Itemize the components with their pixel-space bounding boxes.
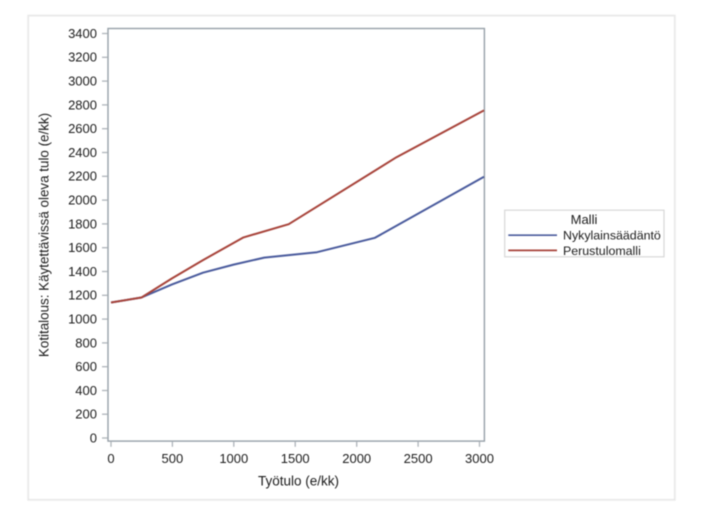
svg-text:500: 500 [162,451,184,466]
svg-text:Malli: Malli [571,212,598,227]
svg-text:1000: 1000 [68,312,97,327]
svg-text:0: 0 [107,451,114,466]
svg-text:2000: 2000 [68,193,97,208]
svg-text:Perustulomalli: Perustulomalli [563,244,641,258]
svg-text:800: 800 [75,335,97,350]
svg-text:2600: 2600 [68,121,97,136]
svg-text:Työtulo (e/kk): Työtulo (e/kk) [258,473,339,488]
svg-text:Nykylainsäädäntö: Nykylainsäädäntö [563,229,661,243]
svg-text:1000: 1000 [219,451,248,466]
svg-text:1600: 1600 [68,240,97,255]
svg-text:2400: 2400 [68,145,97,160]
svg-text:600: 600 [75,359,97,374]
svg-text:2500: 2500 [404,451,433,466]
svg-text:1800: 1800 [68,216,97,231]
svg-text:2000: 2000 [342,451,371,466]
svg-text:3000: 3000 [68,74,97,89]
svg-text:1500: 1500 [281,451,310,466]
svg-text:1400: 1400 [68,264,97,279]
svg-text:3400: 3400 [68,26,97,41]
svg-text:2800: 2800 [68,97,97,112]
svg-text:Kotitalous: Käytettävissä olev: Kotitalous: Käytettävissä oleva tulo (e/… [37,113,52,357]
svg-text:3000: 3000 [465,451,494,466]
svg-text:400: 400 [75,383,97,398]
svg-text:0: 0 [90,430,97,445]
svg-text:1200: 1200 [68,288,97,303]
svg-text:2200: 2200 [68,169,97,184]
svg-text:3200: 3200 [68,50,97,65]
svg-text:200: 200 [75,407,97,422]
